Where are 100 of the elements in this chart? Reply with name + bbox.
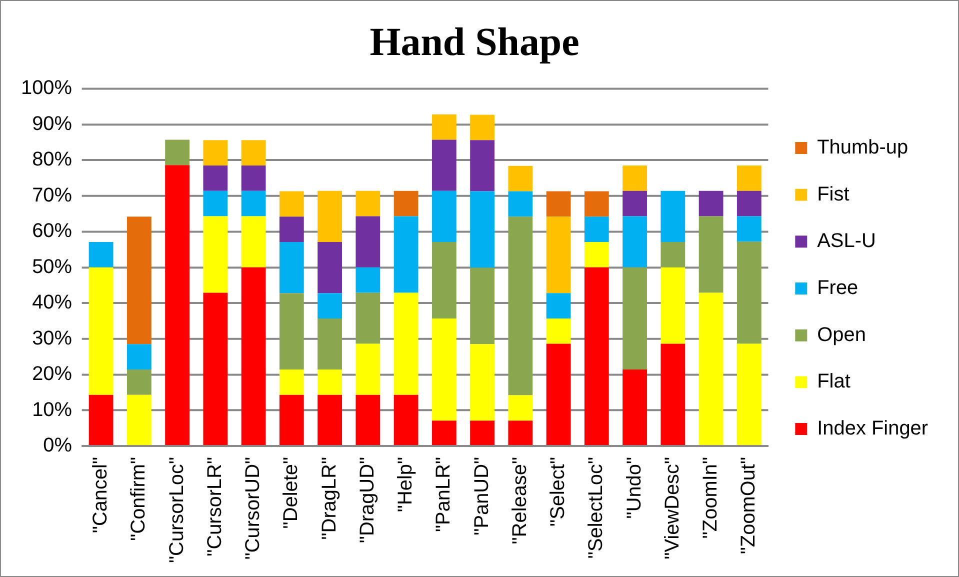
bar <box>356 344 380 395</box>
bar <box>126 394 152 445</box>
bar <box>279 293 304 370</box>
x-tick-label: "DragUD" <box>356 456 378 544</box>
bar <box>241 216 266 268</box>
bar <box>432 140 456 191</box>
bar <box>622 166 647 191</box>
bar <box>279 216 304 242</box>
bar <box>508 166 533 192</box>
bar <box>508 420 533 445</box>
bar <box>318 318 342 370</box>
bar <box>470 140 494 192</box>
x-tick-label: "ZoomIn" <box>700 456 722 539</box>
bar <box>203 292 228 445</box>
bar <box>279 394 304 445</box>
bar <box>126 216 152 344</box>
bar <box>279 242 304 294</box>
x-tick-label: "ZoomOut" <box>738 456 760 554</box>
bar <box>508 395 533 421</box>
bar <box>546 216 571 294</box>
bar <box>736 242 762 344</box>
x-tick-label: "CursorLoc" <box>166 456 188 564</box>
bar <box>88 242 114 268</box>
bar <box>88 267 114 395</box>
chart-title: Hand Shape <box>370 19 580 64</box>
bar <box>356 267 380 293</box>
bar <box>584 267 609 445</box>
y-tick-label: 80% <box>32 148 72 171</box>
bar <box>698 190 724 216</box>
bar <box>318 370 342 395</box>
bar <box>432 420 456 445</box>
bar <box>622 216 647 268</box>
bar <box>318 190 342 242</box>
bar <box>126 370 152 395</box>
x-tick-label: "Help" <box>394 456 417 512</box>
y-tick-label: 30% <box>32 327 72 350</box>
bar <box>394 394 418 445</box>
legend-label: Free <box>817 277 858 299</box>
bar <box>736 216 762 242</box>
bar <box>318 293 342 318</box>
x-tick-label: "CursorUD" <box>242 456 264 560</box>
x-tick-label: "Confirm" <box>128 456 150 541</box>
x-tick-label: "PanLR" <box>432 456 455 532</box>
bar <box>660 344 686 445</box>
bar <box>356 190 380 216</box>
bar <box>736 190 762 216</box>
bar <box>394 292 418 395</box>
x-tick-label: "Delete" <box>280 456 302 529</box>
bar <box>660 190 686 242</box>
bar <box>318 242 342 294</box>
legend-label: Fist <box>817 183 850 206</box>
bar <box>622 190 647 216</box>
bar <box>203 190 228 216</box>
bar <box>546 293 571 318</box>
bar <box>279 370 304 395</box>
legend-label: ASL-U <box>817 230 876 252</box>
bar <box>584 216 609 242</box>
bar <box>470 420 494 445</box>
bar <box>508 191 533 217</box>
legend-label: Open <box>817 324 866 346</box>
x-tick-label: "PanUD" <box>470 456 493 536</box>
y-tick-label: 10% <box>32 398 72 421</box>
bar <box>241 166 266 191</box>
bar <box>279 191 304 217</box>
bar <box>203 216 228 293</box>
x-tick-label: "Undo" <box>623 456 646 519</box>
y-tick-label: 50% <box>32 256 72 278</box>
bar <box>660 267 686 344</box>
bar <box>470 191 494 268</box>
y-tick-label: 100% <box>20 77 72 100</box>
legend-label: Index Finger <box>817 418 928 440</box>
legend-label: Thumb-up <box>817 136 908 158</box>
bar <box>546 191 571 217</box>
y-tick-label: 20% <box>32 363 72 386</box>
bar <box>432 242 456 318</box>
y-tick-label: 90% <box>32 112 72 135</box>
y-tick-label: 60% <box>32 220 72 242</box>
bar <box>165 140 190 166</box>
x-tick-label: "SelectLoc" <box>585 456 608 559</box>
bar <box>698 216 724 293</box>
bar <box>356 292 380 344</box>
bar <box>432 318 456 421</box>
x-tick-label: "Select" <box>547 456 570 526</box>
bar <box>470 114 494 140</box>
x-tick-label: "Cancel" <box>90 456 112 534</box>
bar <box>660 242 686 268</box>
bar <box>203 166 228 191</box>
bar <box>356 394 380 445</box>
bar <box>165 165 190 445</box>
y-tick-label: 70% <box>32 184 72 206</box>
bar <box>126 344 152 370</box>
bar <box>432 114 456 140</box>
bar <box>546 344 571 445</box>
bar <box>508 216 533 396</box>
bar <box>203 140 228 166</box>
bar <box>584 191 609 217</box>
bar <box>546 318 571 344</box>
bar <box>241 190 266 216</box>
bar <box>318 394 342 445</box>
legend-label: Flat <box>817 370 851 393</box>
